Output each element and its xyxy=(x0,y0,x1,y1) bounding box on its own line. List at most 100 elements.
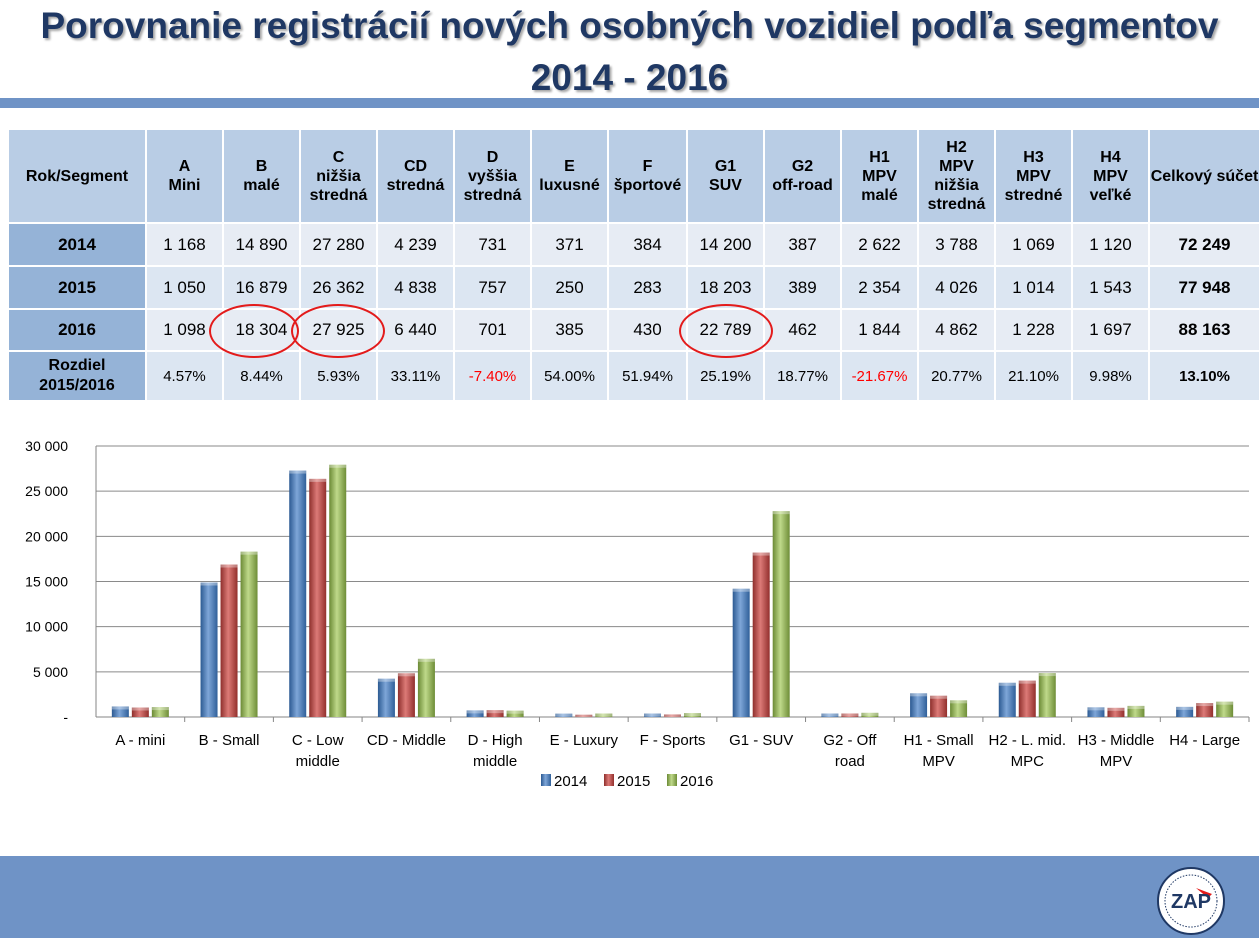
bar-cap xyxy=(930,695,948,699)
segment-header-line: A xyxy=(178,158,191,175)
bar xyxy=(752,552,770,717)
segment-header-line: stredná xyxy=(463,186,522,204)
bar-cap xyxy=(1107,707,1125,711)
row-label: Rozdiel 2015/2016 xyxy=(7,350,147,402)
x-tick-label: G2 - Off xyxy=(823,732,877,749)
segment-header-line: luxusné xyxy=(539,177,600,194)
table-cell: 88 163 xyxy=(1148,308,1259,352)
table-cell: 1 228 xyxy=(994,308,1073,352)
table-cell: 6 440 xyxy=(376,308,455,352)
segment-header-line: H3 xyxy=(1023,148,1044,166)
table-cell: 1 168 xyxy=(145,222,224,267)
bar-cap xyxy=(151,707,169,711)
segment-header-line: malé xyxy=(243,177,280,194)
segment-header-line: nižšia xyxy=(316,167,361,185)
table-cell: 51.94% xyxy=(607,350,688,402)
bar-cap xyxy=(821,713,839,717)
table-row: 2016 1 098 18 304 27 925 6 440 701 385 430 22 78… xyxy=(7,308,1259,352)
table-cell: 18 203 xyxy=(686,265,765,310)
table-cell: 54.00% xyxy=(530,350,609,402)
x-tick-label: H2 - L. mid. xyxy=(989,732,1067,749)
bar-cap xyxy=(1038,673,1056,677)
bar xyxy=(131,707,149,717)
segment-header-line: H1 xyxy=(869,148,890,166)
y-tick-label: 5 000 xyxy=(33,664,68,680)
bar xyxy=(861,712,879,717)
x-tick-label: C - Low xyxy=(292,732,344,749)
bar xyxy=(772,511,790,717)
x-tick-label: E - Luxury xyxy=(550,732,619,749)
bar-cap xyxy=(289,470,307,474)
bar-cap xyxy=(861,712,879,716)
table-cell: 1 014 xyxy=(994,265,1073,310)
segment-header-line: malé xyxy=(861,186,898,204)
bar-cap xyxy=(575,714,593,717)
x-tick-label: H3 - Middle xyxy=(1078,732,1155,749)
table-cell: 25.19% xyxy=(686,350,765,402)
bar-cap xyxy=(309,478,327,482)
segment-header-line: H2 xyxy=(946,139,967,156)
segment-header-line: stredná xyxy=(386,177,445,194)
segment-header-line: B xyxy=(255,158,268,175)
segment-header-line: športové xyxy=(613,177,682,194)
bar xyxy=(841,713,859,717)
table-cell: 14 890 xyxy=(222,222,301,267)
x-tick-label: H4 - Large xyxy=(1169,732,1240,749)
segment-header: CD stredná xyxy=(376,128,455,224)
x-tick-label: H1 - Small xyxy=(904,732,974,749)
bar xyxy=(200,582,218,717)
table-cell: 2 622 xyxy=(840,222,919,267)
bar xyxy=(1087,707,1105,717)
bar xyxy=(684,713,701,717)
table-cell: 4.57% xyxy=(145,350,224,402)
legend-swatch xyxy=(604,774,614,786)
segment-header-line: E xyxy=(564,158,575,175)
legend-label: 2016 xyxy=(680,773,713,790)
bar-cap xyxy=(1087,707,1105,711)
y-tick-label: 25 000 xyxy=(25,483,68,499)
bar-cap xyxy=(329,464,347,468)
segment-header-line: MPV xyxy=(862,167,897,185)
bar xyxy=(930,695,948,717)
table-cell: 701 xyxy=(453,308,532,352)
registrations-bar-chart: - 5 000 10 000 15 000 20 000 25 000 30 000 A -… xyxy=(25,438,1250,790)
bar-cap xyxy=(841,713,859,717)
segment-header-line: SUV xyxy=(709,177,742,194)
legend-label: 2015 xyxy=(617,773,650,790)
segment-header-line: veľké xyxy=(1089,186,1132,204)
bar-cap xyxy=(910,693,928,697)
bar xyxy=(111,706,129,717)
table-cell: 1 543 xyxy=(1071,265,1150,310)
segment-header-line: stredná xyxy=(927,196,986,213)
table-cell: 4 239 xyxy=(376,222,455,267)
x-tick-label: F - Sports xyxy=(640,732,706,749)
table-cell: 5.93% xyxy=(299,350,378,402)
x-tick-label: MPV xyxy=(922,753,955,770)
table-cell: 1 697 xyxy=(1071,308,1150,352)
table-cell: 33.11% xyxy=(376,350,455,402)
bar xyxy=(664,714,681,717)
highlight-circle xyxy=(209,304,299,358)
segment-header-line: Mini xyxy=(168,177,201,194)
segment-header-line: MPV xyxy=(1016,167,1051,185)
x-tick-label: A - mini xyxy=(115,732,165,749)
segment-header-line: stredné xyxy=(1004,186,1063,204)
bar-cap xyxy=(664,714,681,717)
segment-header-line: MPV xyxy=(939,158,974,175)
table-row: Rozdiel 2015/2016 4.57% 8.44% 5.93% 33.11% -7.… xyxy=(7,350,1259,402)
table-cell: 20.77% xyxy=(917,350,996,402)
bar xyxy=(240,551,258,717)
table-cell: 250 xyxy=(530,265,609,310)
bar-cap xyxy=(595,713,613,717)
bar xyxy=(998,682,1016,717)
table-cell: 387 xyxy=(763,222,842,267)
bar xyxy=(595,713,613,717)
legend-swatch xyxy=(667,774,677,786)
bar-cap xyxy=(555,713,573,717)
table-cell: 4 026 xyxy=(917,265,996,310)
bar-cap xyxy=(200,582,218,586)
row-label: 2014 xyxy=(7,222,147,267)
